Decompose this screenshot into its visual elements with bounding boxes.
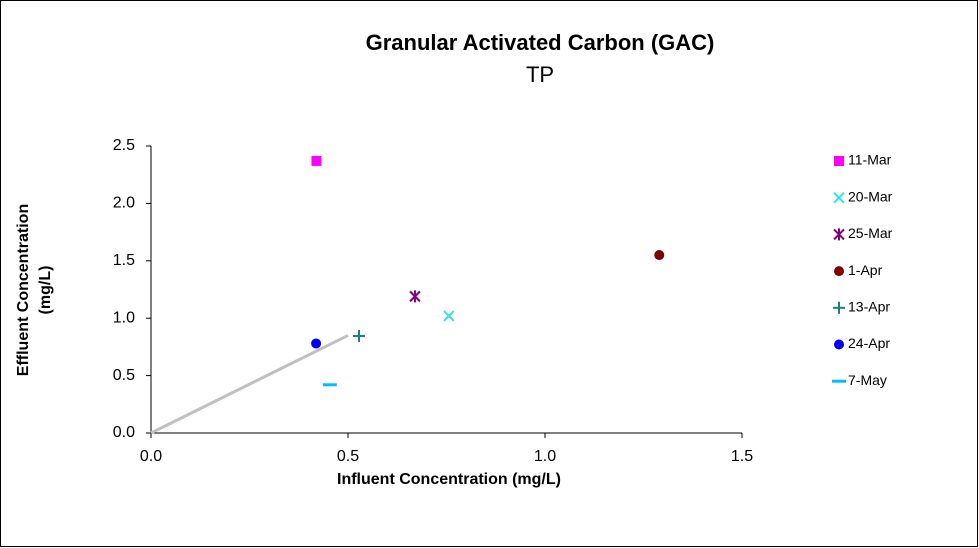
marker-part [834,339,844,350]
marker [311,338,322,349]
chart-subtitle: TP [526,62,554,87]
x-axis-label: Influent Concentration (mg/L) [337,471,561,488]
chart-title: Granular Activated Carbon (GAC) [366,30,715,55]
marker-part [443,310,455,322]
x-tick-label: 0.0 [140,448,162,465]
x-tick-label: 0.5 [337,448,359,465]
y-tick-label: 1.0 [113,309,135,326]
marker [409,290,421,303]
y-axis-label: Effluent Concentration [15,204,32,376]
marker [311,155,322,166]
marker [834,266,844,277]
marker [834,339,844,350]
y-tick-label: 1.5 [113,252,135,269]
legend-label: 11-Mar [848,152,892,168]
y-tick-label: 2.0 [113,195,135,212]
marker-part [311,155,322,166]
y-axis-label: (mg/L) [37,266,54,315]
x-tick-label: 1.0 [534,448,556,465]
y-tick-label: 0.0 [113,424,135,441]
marker [443,310,455,322]
legend-label: 13-Apr [848,299,890,315]
marker-part [834,156,844,166]
marker [353,329,366,342]
y-tick-label: 0.5 [113,367,135,384]
trend-line [150,334,349,435]
x-tick-label: 1.5 [731,448,753,465]
legend-label: 25-Mar [848,225,893,241]
marker-part [834,266,844,277]
legend-label: 1-Apr [848,262,883,278]
legend-label: 20-Mar [848,188,893,204]
y-tick-label: 2.5 [113,137,135,154]
marker-part [654,250,665,261]
legend-label: 24-Apr [848,335,890,351]
marker [833,191,845,204]
marker-part [311,338,322,349]
marker [654,250,665,261]
marker-part [833,191,845,204]
marker [833,301,845,314]
legend-label: 7-May [848,372,887,388]
marker [834,156,844,166]
marker [833,228,845,241]
